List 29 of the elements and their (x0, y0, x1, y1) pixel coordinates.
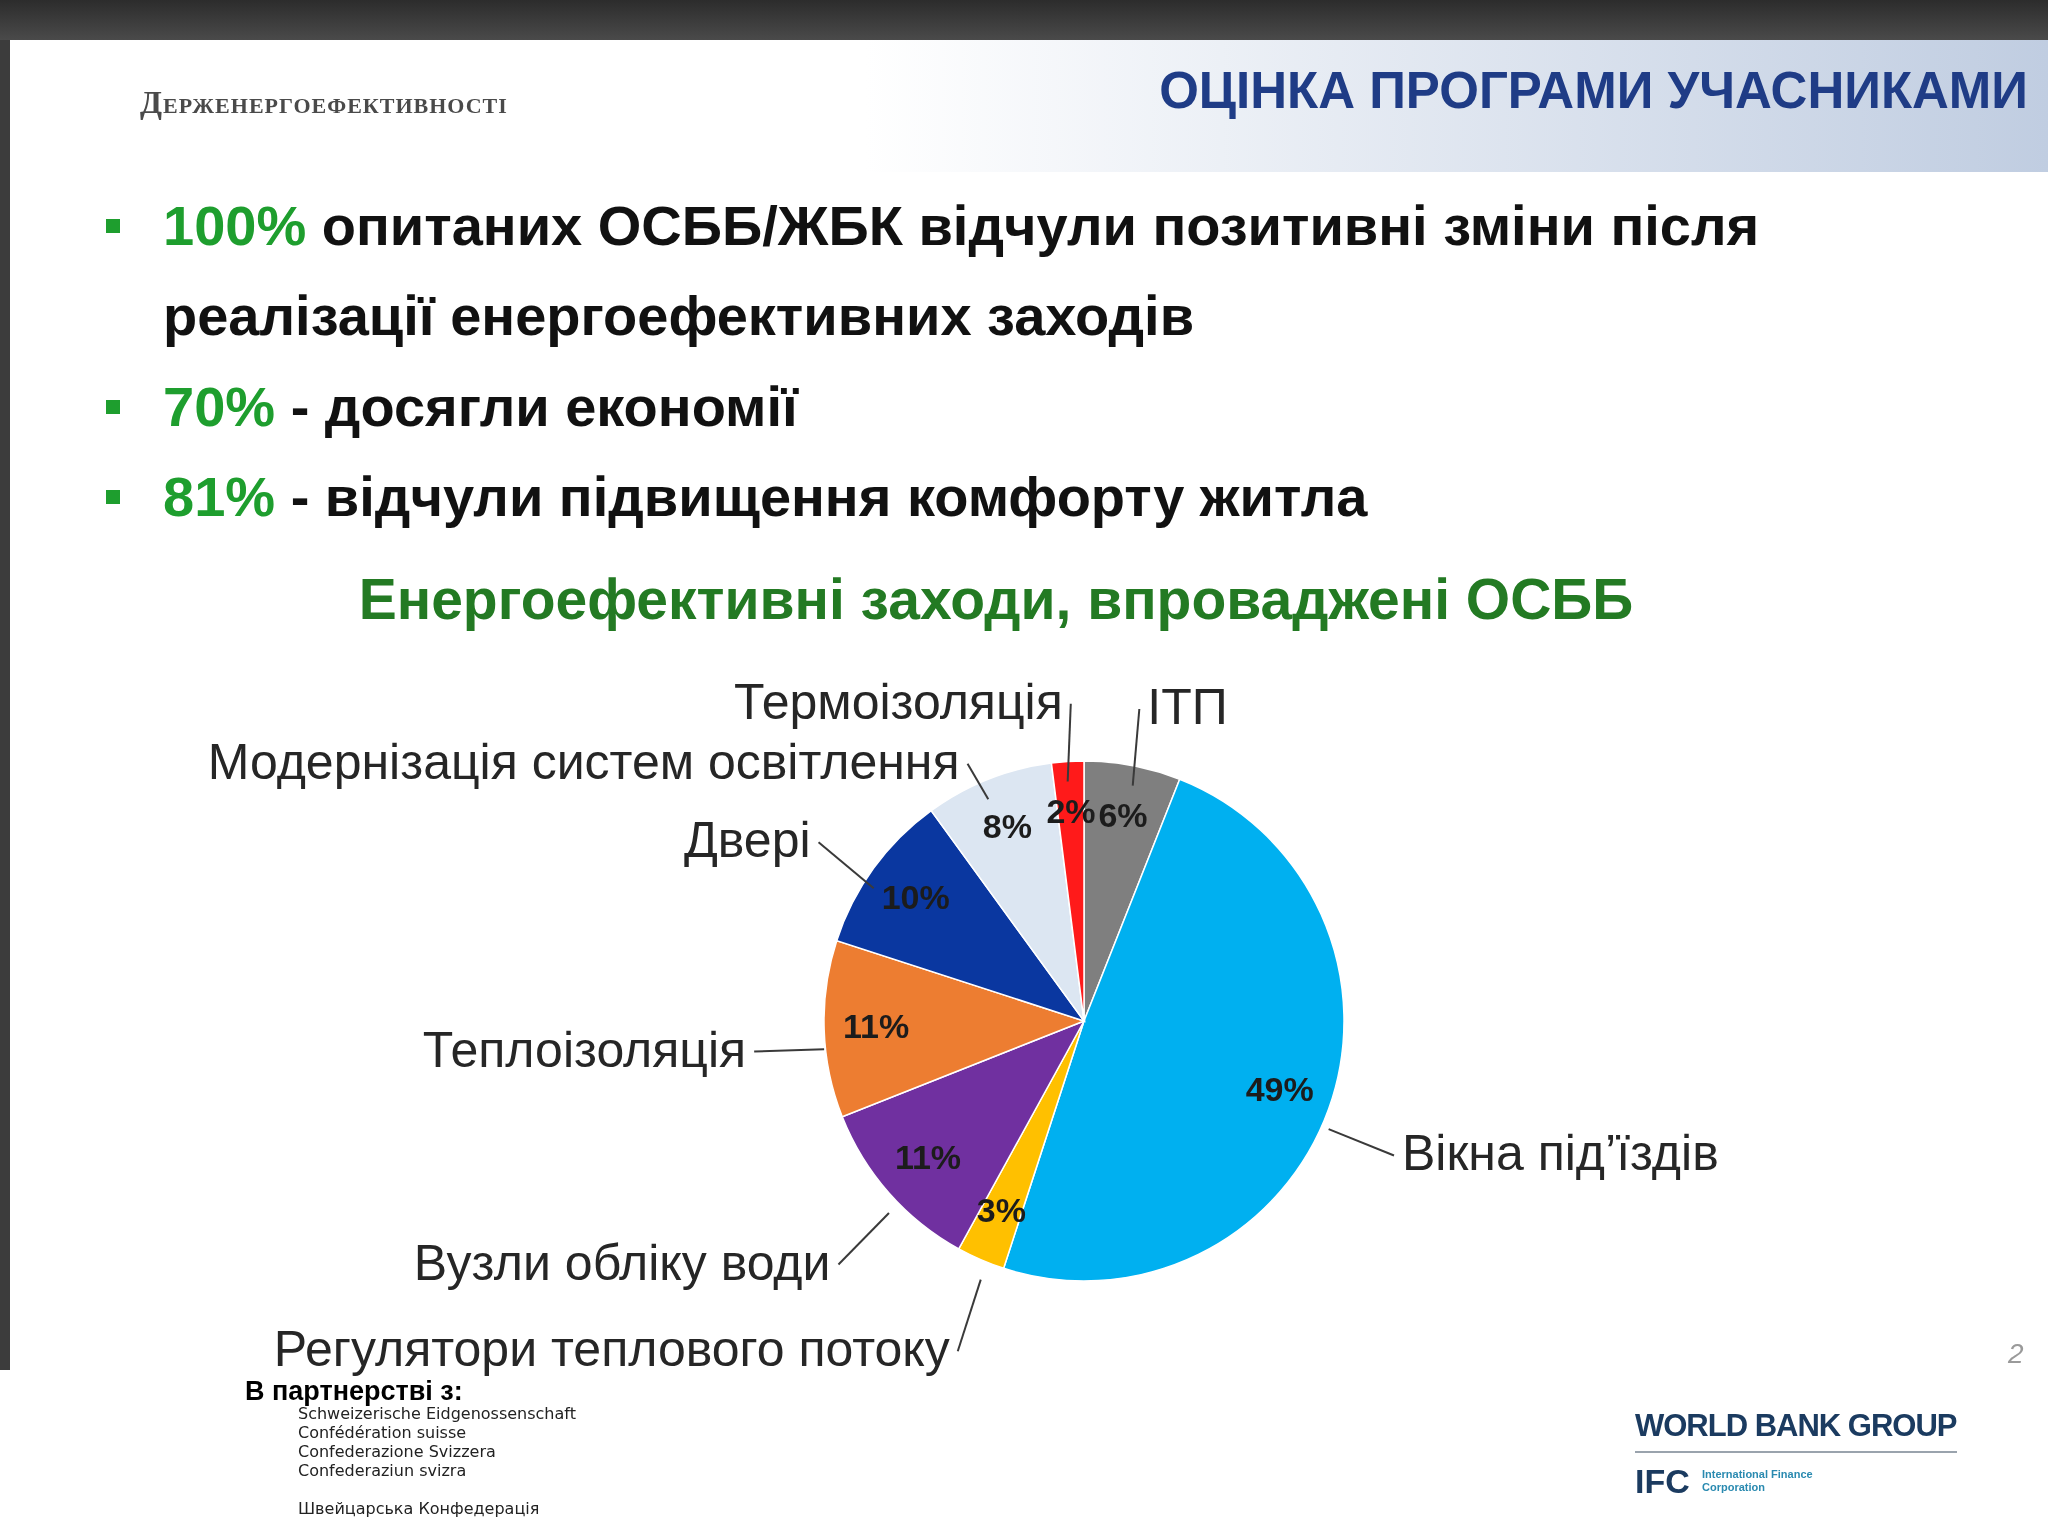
text: 2 (2008, 1338, 2024, 1370)
text: Confédération suisse (298, 1423, 467, 1442)
text: WORLD BANK GROUP (1635, 1408, 1957, 1444)
data-label: 11% (843, 1006, 910, 1045)
text: 70% - досягли економії (163, 374, 800, 440)
text: Confederazione Svizzera (298, 1442, 496, 1461)
slice-label: ІТП (1147, 678, 1228, 735)
data-label: 11% (894, 1137, 962, 1176)
data-label: 10% (881, 877, 950, 916)
text: Confederaziun svizra (298, 1461, 467, 1480)
data-label: 49% (1245, 1070, 1314, 1109)
slice-label: Вузли обліку води (413, 1234, 831, 1291)
text: Держенергоефективності (140, 84, 508, 121)
data-label: 8% (982, 806, 1032, 845)
chart-title: ОЦІНКА ПРОГРАМИ УЧАСНИКАМИ (1159, 62, 2028, 120)
data-label: 6% (1098, 795, 1148, 834)
slice-label: Термоізоляція (733, 673, 1063, 730)
slice-label: Двері (683, 812, 811, 869)
text: 100% опитаних ОСББ/ЖБК відчули позитивні зміни після реалізації енергоефективних заходів (163, 193, 1761, 349)
slice-label: Регулятори теплового потоку (273, 1321, 950, 1378)
slice-label: Теплоізоляція (422, 1021, 747, 1078)
slice-label: Вікна під’їздів (1402, 1125, 1719, 1182)
text: IFC (1635, 1462, 1690, 1500)
text: 81% - відчули підвищення комфорту житла (163, 464, 1369, 530)
text: В партнерстві з: (245, 1376, 463, 1407)
text: Швейцарська Конфедерація (298, 1499, 540, 1518)
text: International Finance Corporation (1702, 1468, 1814, 1494)
slice-label: Модернізація систем освітлення (207, 733, 960, 790)
chart-subtitle: Енергоефективні заходи, впроваджені ОСББ (357, 566, 1635, 632)
